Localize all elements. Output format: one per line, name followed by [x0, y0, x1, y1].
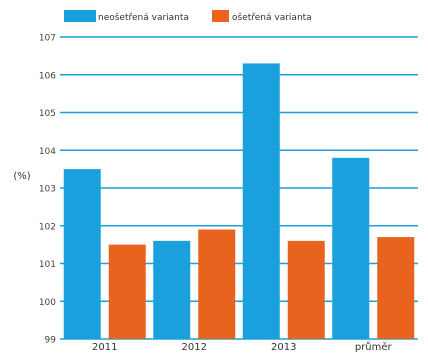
y-tick-label: 101 — [39, 260, 56, 270]
y-tick-label: 102 — [39, 222, 56, 232]
y-tick-label: 104 — [39, 147, 56, 157]
bar-untreated-0 — [63, 169, 101, 339]
legend-swatch-untreated — [64, 10, 96, 22]
legend-label-untreated: neošetřená varianta — [98, 12, 189, 23]
bars — [63, 63, 415, 340]
x-tick-label: průměr — [355, 341, 393, 353]
y-axis-ticks: 99 100 101 102 103 104 105 106 107 — [39, 34, 56, 346]
bar-untreated-3 — [332, 157, 370, 339]
y-tick-label: 103 — [39, 185, 56, 195]
y-tick-label: 105 — [39, 109, 56, 119]
x-axis-ticks: 2011 2012 2013 průměr — [92, 341, 393, 353]
bar-untreated-1 — [153, 240, 191, 339]
x-tick-label: 2012 — [182, 342, 207, 353]
bar-treated-3 — [377, 237, 415, 339]
legend-label-treated: ošetřená varianta — [232, 12, 312, 23]
bar-treated-2 — [287, 240, 325, 339]
y-axis-label: (%) — [13, 171, 30, 182]
bar-treated-0 — [108, 244, 146, 339]
bar-treated-1 — [198, 229, 236, 339]
y-tick-label: 107 — [39, 34, 56, 44]
legend: neošetřená varianta ošetřená varianta — [64, 10, 312, 23]
x-tick-label: 2011 — [92, 342, 117, 353]
legend-swatch-treated — [212, 10, 229, 22]
y-tick-label: 99 — [45, 336, 57, 346]
y-tick-label: 106 — [39, 71, 56, 81]
y-tick-label: 100 — [39, 298, 56, 308]
x-tick-label: 2013 — [271, 342, 296, 353]
bar-untreated-2 — [242, 63, 280, 340]
